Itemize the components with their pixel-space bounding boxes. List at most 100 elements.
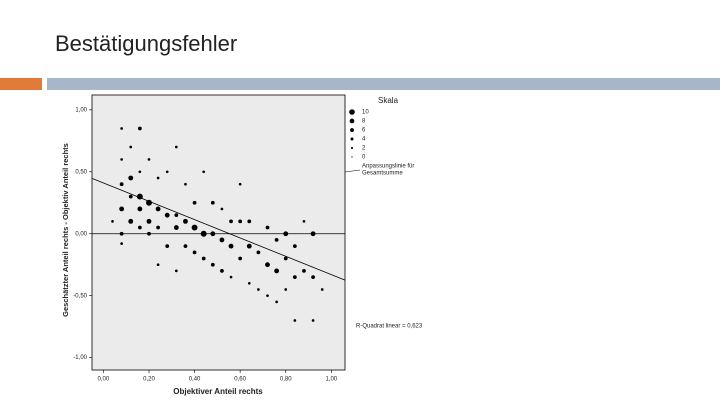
header-bar (47, 78, 720, 90)
slide-title: Bestätigungsfehler (55, 31, 237, 56)
point (111, 220, 114, 223)
point (266, 294, 269, 298)
legend-marker (350, 128, 354, 132)
point (302, 269, 306, 273)
y-tick-label: -1,00 (73, 355, 87, 361)
x-tick-label: 0,60 (234, 377, 246, 383)
legend-marker (349, 118, 355, 124)
point (228, 243, 234, 249)
legend-marker (350, 137, 354, 141)
point (274, 238, 279, 242)
point (292, 275, 297, 279)
point (210, 262, 215, 267)
point (275, 300, 278, 304)
legend-label: Anpassungslinie für (362, 164, 414, 170)
point (119, 182, 124, 187)
legend-label: 0 (362, 155, 366, 161)
point (210, 231, 216, 237)
point (200, 230, 207, 237)
point (156, 176, 160, 180)
point (164, 212, 170, 218)
point (265, 262, 270, 268)
point (238, 219, 243, 224)
point (284, 288, 288, 291)
point (202, 170, 206, 174)
point (184, 182, 187, 186)
point (310, 231, 316, 237)
point (219, 237, 225, 243)
point (137, 206, 143, 212)
x-tick-label: 0,00 (98, 377, 110, 383)
point (174, 269, 178, 273)
point (128, 175, 134, 181)
point (119, 231, 124, 236)
point (283, 256, 288, 261)
legend-marker (351, 156, 353, 158)
point (256, 250, 261, 255)
point (220, 269, 224, 273)
point (238, 256, 243, 261)
legend-marker (350, 146, 354, 150)
x-tick-label: 1,00 (325, 377, 337, 383)
point (155, 206, 161, 212)
point (120, 158, 123, 161)
point (173, 225, 179, 230)
x-tick-label: 0,20 (143, 377, 155, 383)
point (129, 145, 133, 149)
point (191, 224, 198, 231)
point (120, 127, 123, 130)
y-tick-label: -0,50 (73, 293, 87, 299)
point (146, 199, 152, 206)
point (192, 250, 197, 255)
point (138, 170, 142, 174)
point (156, 263, 160, 267)
point (257, 288, 260, 291)
legend-label: 2 (362, 146, 366, 152)
point (183, 244, 188, 249)
x-tick-label: 0,80 (280, 377, 292, 383)
point (192, 200, 197, 205)
point (128, 218, 134, 224)
point (137, 225, 142, 230)
point (247, 281, 251, 285)
point (119, 206, 125, 212)
point (183, 218, 188, 224)
point (220, 207, 224, 211)
legend-label: 8 (362, 119, 366, 125)
point (174, 145, 178, 149)
legend-label: Gesamtsumme (362, 171, 403, 177)
point (229, 219, 233, 224)
point (156, 225, 160, 230)
point (302, 220, 306, 223)
point (146, 218, 152, 224)
point (128, 194, 133, 199)
point (265, 225, 270, 230)
point (292, 244, 297, 249)
y-tick-label: 0,50 (75, 169, 87, 175)
point (247, 219, 252, 224)
point (201, 256, 206, 261)
legend-label: 4 (362, 137, 366, 143)
x-tick-label: 0,40 (189, 377, 201, 383)
legend-title: Skala (378, 96, 399, 105)
point (238, 182, 242, 186)
point (147, 231, 151, 236)
plot-area (91, 94, 346, 371)
point (283, 231, 289, 237)
point (165, 170, 169, 174)
point (311, 275, 315, 279)
fit-line (91, 177, 346, 281)
point (137, 126, 142, 131)
point (147, 158, 151, 161)
point (174, 213, 179, 218)
point (274, 268, 280, 274)
point (246, 243, 252, 249)
point (229, 275, 233, 279)
y-tick-label: 1,00 (75, 107, 87, 113)
x-axis-label: Objektiver Anteil rechts (173, 387, 263, 396)
y-axis-label: Geschätzter Anteil rechts - Objektiv Ant… (61, 143, 70, 317)
annotation: R-Quadrat linear = 0,623 (356, 324, 423, 330)
legend-label: 10 (362, 110, 369, 116)
point (293, 319, 297, 322)
